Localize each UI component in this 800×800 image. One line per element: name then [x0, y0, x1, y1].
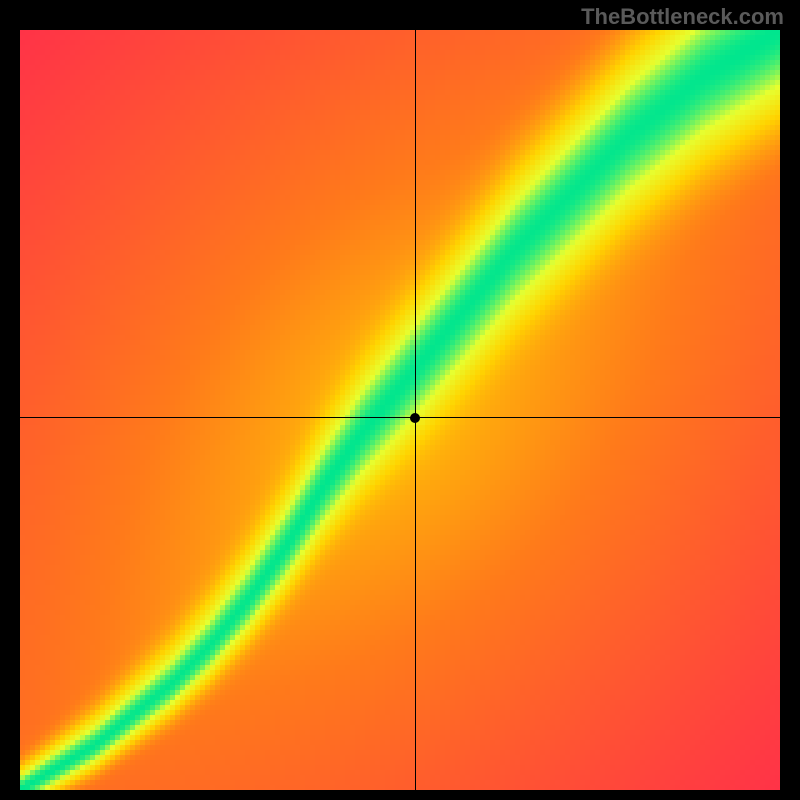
chart-container: TheBottleneck.com — [0, 0, 800, 800]
heatmap-canvas — [20, 30, 780, 790]
watermark-text: TheBottleneck.com — [581, 4, 784, 30]
